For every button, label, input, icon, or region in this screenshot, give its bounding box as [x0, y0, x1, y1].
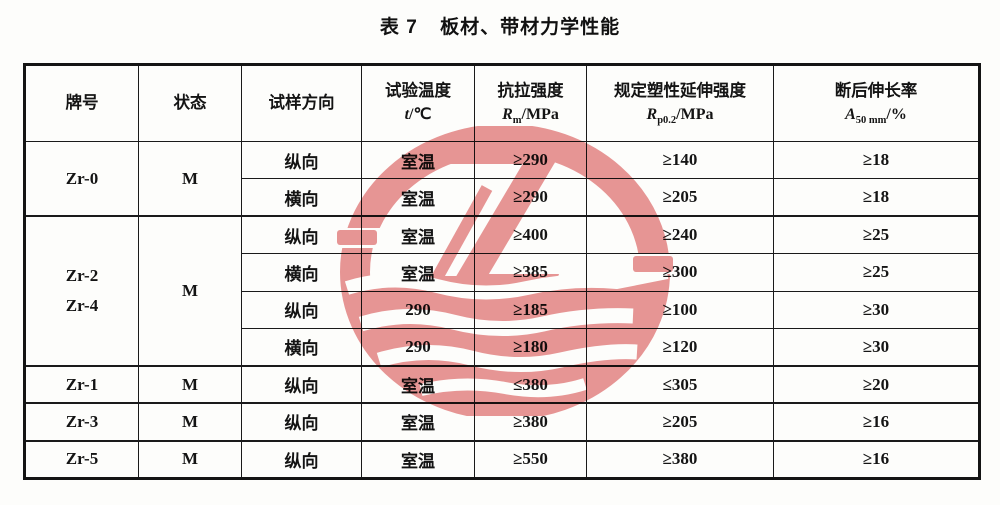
- header-formula: A50 mm/%: [845, 105, 907, 127]
- cell-a50: ≥16: [773, 402, 980, 442]
- table-row: Zr-3 M 纵向 室温 ≥380 ≥205 ≥16: [24, 402, 980, 442]
- cell-rm: ≥385: [474, 253, 587, 292]
- header-label: 抗拉强度: [497, 82, 564, 101]
- cell-rp02: ≥300: [586, 253, 774, 292]
- cell-direction: 纵向: [241, 439, 362, 479]
- header-label: 试样方向: [268, 93, 335, 112]
- col-header-tensile-strength: 抗拉强度 Rm/MPa: [474, 64, 587, 142]
- table-row: Zr-5 M 纵向 室温 ≥550 ≥380 ≥16: [24, 439, 980, 479]
- header-label: 规定塑性延伸强度: [614, 82, 746, 101]
- cell-state: M: [138, 364, 242, 404]
- cell-rm: ≤380: [474, 364, 587, 404]
- caption-number: 表 7: [379, 17, 418, 38]
- table-row: Zr-1 M 纵向 室温 ≤380 ≤305 ≥20: [24, 364, 980, 404]
- cell-temp: 室温: [361, 402, 475, 442]
- cell-direction: 横向: [241, 327, 362, 367]
- cell-rp02: ≥380: [586, 439, 774, 479]
- cell-a50: ≥18: [773, 140, 980, 180]
- cell-direction: 纵向: [241, 402, 362, 442]
- cell-direction: 纵向: [241, 140, 362, 180]
- cell-a50: ≥18: [773, 178, 980, 217]
- grade-line: Zr-2: [65, 266, 99, 286]
- header-label: 断后伸长率: [834, 82, 918, 101]
- cell-grade: Zr-3: [24, 402, 139, 442]
- cell-rm: ≥550: [474, 439, 587, 479]
- col-header-proof-strength: 规定塑性延伸强度 Rp0.2/MPa: [586, 64, 774, 142]
- cell-temp: 室温: [361, 215, 475, 255]
- cell-rm: ≥290: [474, 178, 587, 217]
- cell-grade: Zr-2 Zr-4: [24, 215, 139, 367]
- header-formula: Rm/MPa: [502, 105, 559, 127]
- cell-rm: ≥180: [474, 327, 587, 367]
- cell-direction: 纵向: [241, 215, 362, 255]
- cell-state: M: [138, 439, 242, 479]
- cell-rm: ≥380: [474, 402, 587, 442]
- cell-grade: Zr-5: [24, 439, 139, 479]
- cell-temp: 290: [361, 290, 475, 329]
- cell-temp: 290: [361, 327, 475, 367]
- cell-rm: ≥400: [474, 215, 587, 255]
- cell-state: M: [138, 215, 242, 367]
- cell-direction: 纵向: [241, 290, 362, 329]
- cell-direction: 横向: [241, 253, 362, 292]
- cell-a50: ≥16: [773, 439, 980, 479]
- cell-temp: 室温: [361, 439, 475, 479]
- col-header-state: 状态: [138, 64, 242, 142]
- cell-rp02: ≥140: [586, 140, 774, 180]
- col-header-grade: 牌号: [24, 64, 139, 142]
- cell-rp02: ≤305: [586, 364, 774, 404]
- cell-rp02: ≥240: [586, 215, 774, 255]
- cell-state: M: [138, 141, 242, 217]
- cell-a50: ≥30: [773, 290, 980, 329]
- col-header-direction: 试样方向: [241, 64, 362, 142]
- cell-rp02: ≥205: [586, 178, 774, 217]
- header-formula: Rp0.2/MPa: [646, 105, 714, 127]
- header-formula: t/℃: [404, 105, 432, 123]
- table-row: Zr-0 M 纵向 室温 ≥290 ≥140 ≥18: [24, 140, 980, 217]
- header-label: 牌号: [65, 93, 99, 112]
- grade-line: Zr-4: [65, 296, 99, 316]
- cell-rp02: ≥120: [586, 327, 774, 367]
- cell-direction: 纵向: [241, 364, 362, 404]
- col-header-elongation: 断后伸长率 A50 mm/%: [773, 64, 980, 142]
- cell-a50: ≥20: [773, 364, 980, 404]
- cell-grade: Zr-1: [24, 364, 139, 404]
- cell-a50: ≥25: [773, 253, 980, 292]
- cell-temp: 室温: [361, 364, 475, 404]
- cell-a50: ≥25: [773, 215, 980, 255]
- cell-state: M: [138, 402, 242, 442]
- cell-rm: ≥185: [474, 290, 587, 329]
- header-row: 牌号 状态 试样方向 试验温度 t/℃ 抗拉强度 Rm/MPa 规定塑性延伸强度: [24, 64, 980, 142]
- header-label: 试验温度: [385, 82, 451, 101]
- table-caption: 表 7 板材、带材力学性能: [0, 12, 1000, 39]
- table-row: Zr-2 Zr-4 M 纵向 室温 ≥400 ≥240 ≥25: [24, 215, 980, 367]
- header-label: 状态: [173, 93, 207, 112]
- cell-direction: 横向: [241, 178, 362, 217]
- cell-rm: ≥290: [474, 140, 587, 180]
- cell-a50: ≥30: [773, 327, 980, 367]
- cell-temp: 室温: [361, 178, 475, 217]
- cell-grade: Zr-0: [24, 141, 139, 217]
- cell-rp02: ≥100: [586, 290, 774, 329]
- cell-temp: 室温: [361, 140, 475, 180]
- caption-title: 板材、带材力学性能: [440, 17, 621, 38]
- cell-rp02: ≥205: [586, 402, 774, 442]
- cell-temp: 室温: [361, 253, 475, 292]
- mechanical-properties-table: 牌号 状态 试样方向 试验温度 t/℃ 抗拉强度 Rm/MPa 规定塑性延伸强度: [23, 63, 981, 480]
- col-header-test-temp: 试验温度 t/℃: [361, 64, 475, 142]
